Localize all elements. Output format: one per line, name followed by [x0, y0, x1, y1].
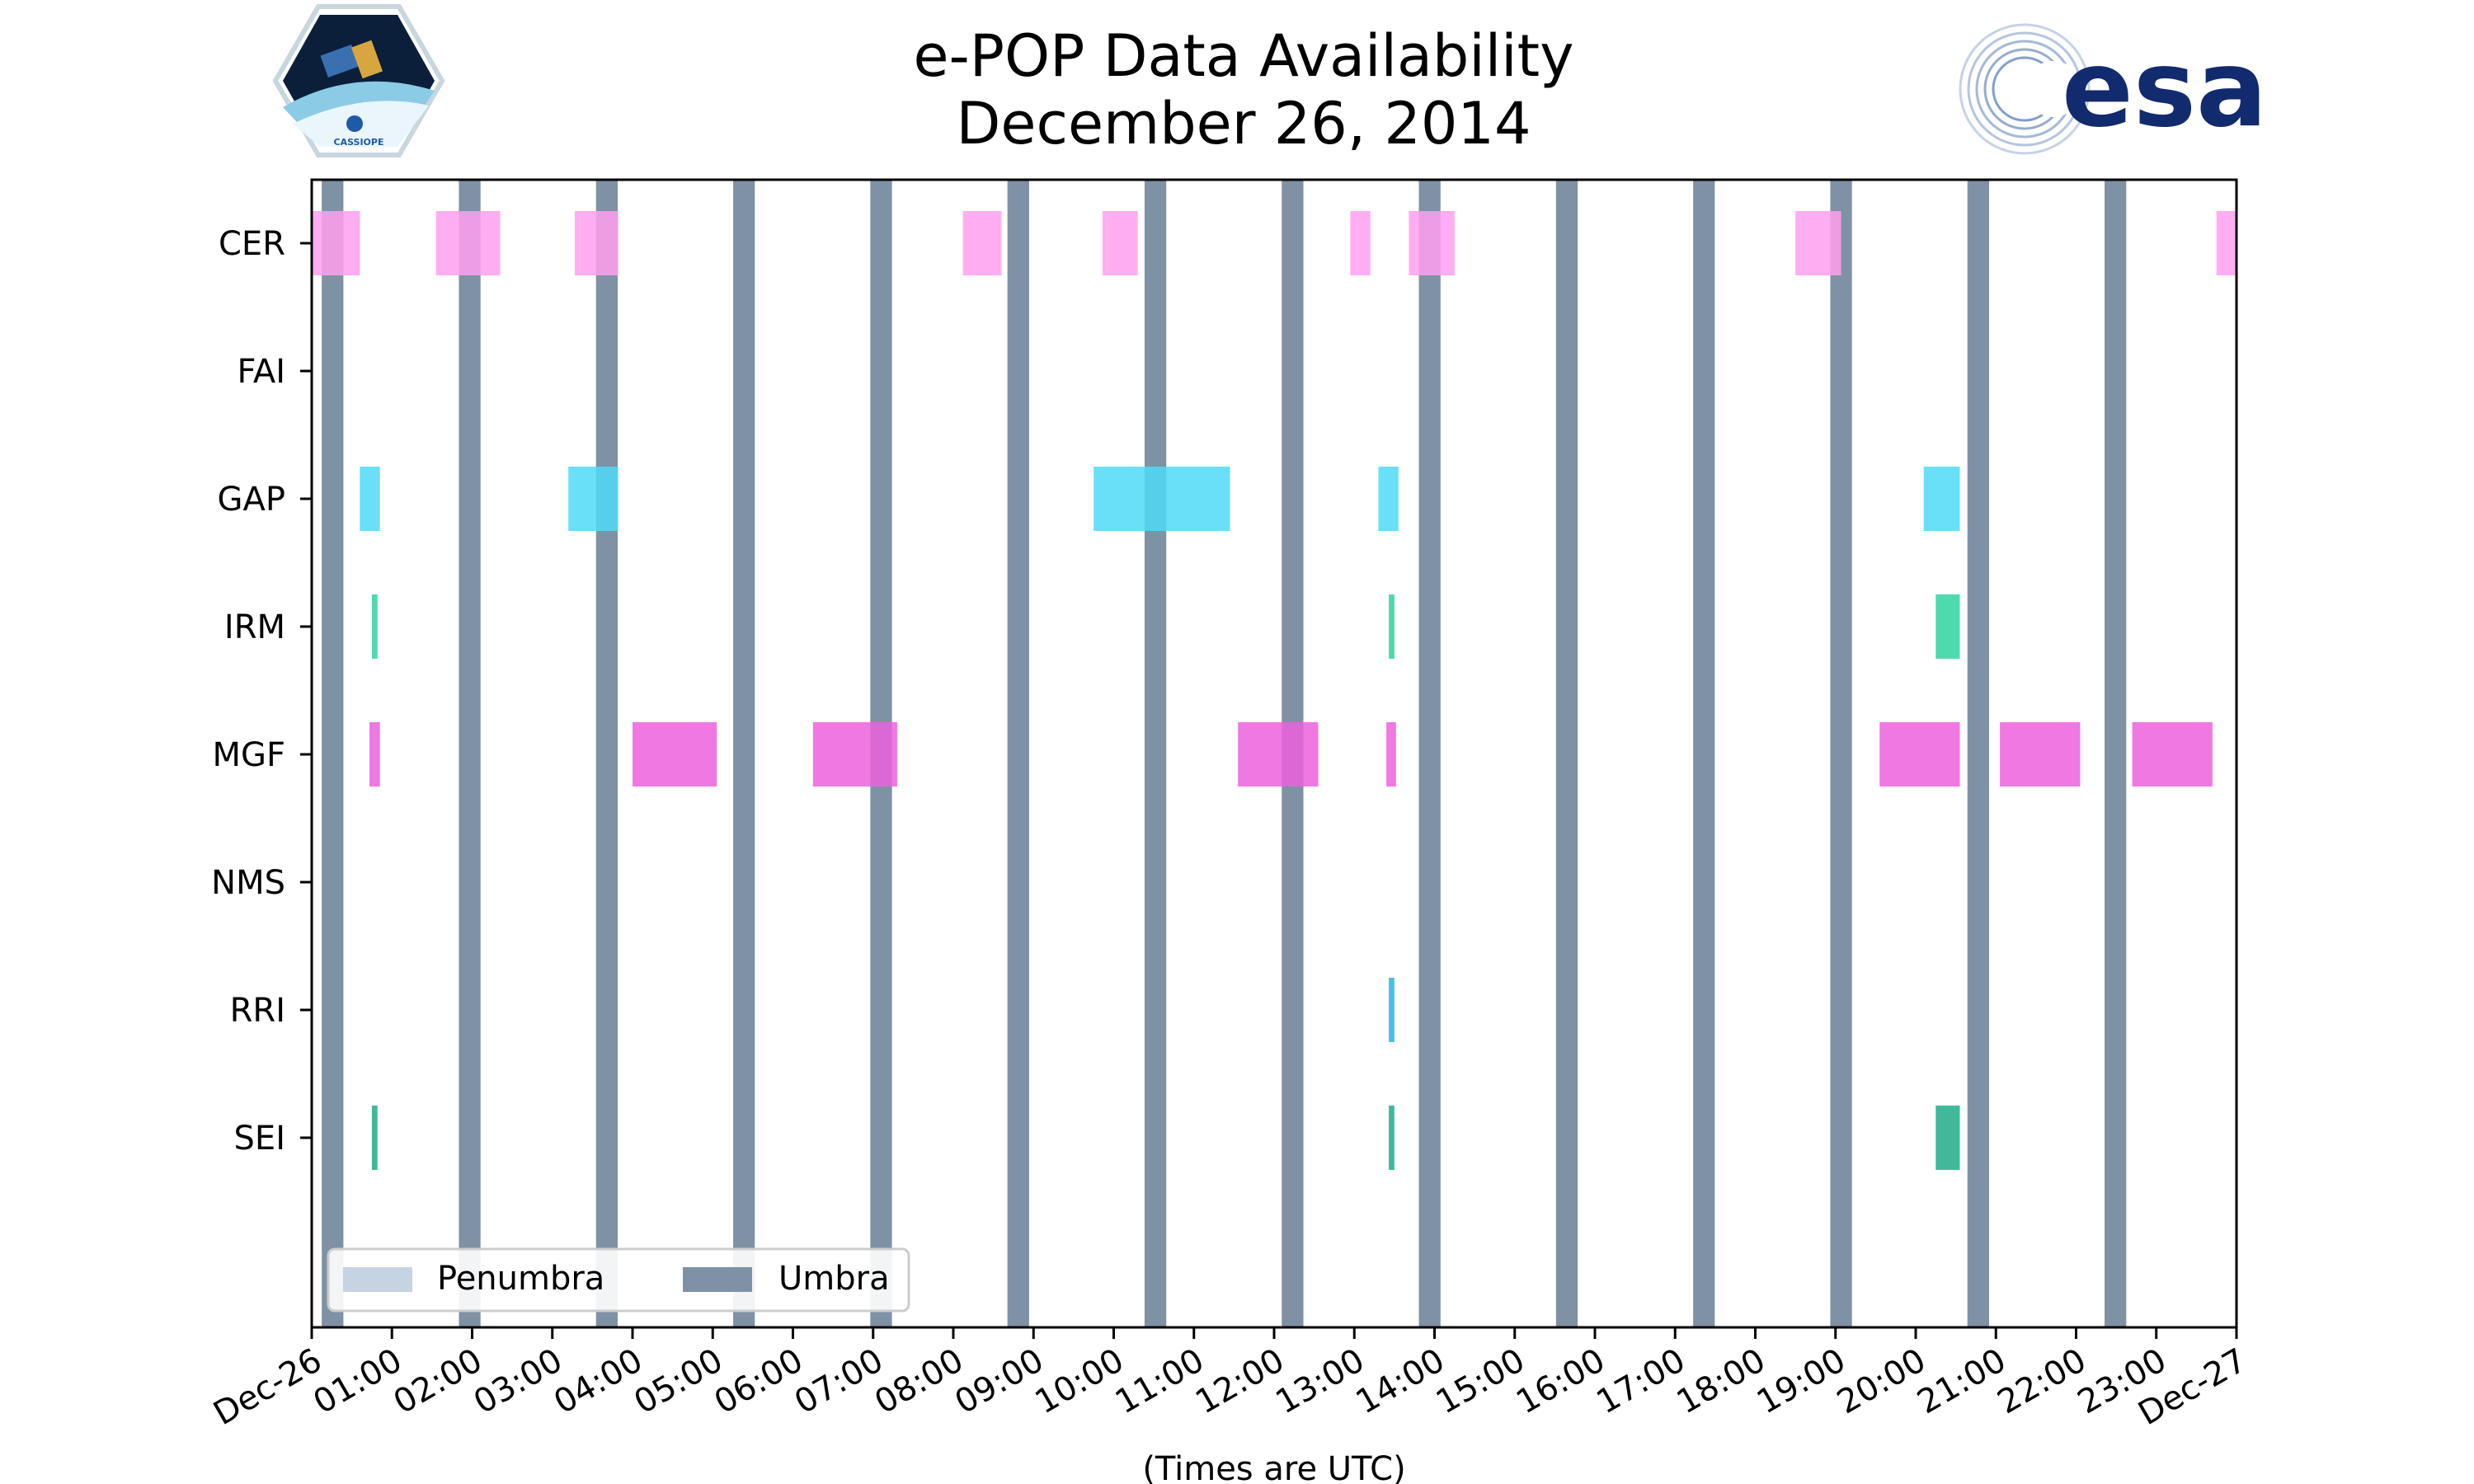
mgf-bar-1 — [369, 722, 380, 787]
x-tick-label-20: 20:00 — [1831, 1341, 1932, 1421]
gap-bar-1 — [360, 467, 380, 531]
umbra-band-9 — [1418, 180, 1441, 1327]
cer-bar-16 — [2216, 211, 2236, 275]
cassiope-logo: CASSIOPE — [272, 4, 445, 157]
x-tick-label-1: 01:00 — [307, 1341, 408, 1421]
x-axis-label: (Times are UTC) — [1142, 1450, 1405, 1484]
mgf-bar-8 — [2132, 722, 2213, 787]
umbra-band-4 — [733, 180, 755, 1327]
chart-title-line1: e-POP Data Availability — [913, 22, 1573, 90]
x-tick-label-18: 18:00 — [1671, 1341, 1772, 1421]
legend-swatch-penumbra — [343, 1267, 412, 1292]
gap-bar-2 — [568, 467, 618, 531]
x-axis: Dec-2601:0002:0003:0004:0005:0006:0007:0… — [207, 1327, 2253, 1433]
y-tick-label-sei: SEI — [234, 1120, 285, 1158]
mgf-bar-2 — [633, 722, 717, 787]
cer-bar-6 — [962, 211, 967, 275]
y-tick-label-irm: IRM — [224, 608, 285, 646]
umbra-band-1 — [322, 180, 344, 1327]
x-tick-label-14: 14:00 — [1350, 1341, 1451, 1421]
umbra-bands — [322, 180, 2127, 1327]
mgf-bar-7 — [2000, 722, 2081, 787]
x-tick-label-21: 21:00 — [1911, 1341, 2012, 1421]
cer-bar-7 — [967, 211, 1002, 275]
cer-bar-3 — [444, 211, 501, 275]
cassiope-logo-text: CASSIOPE — [334, 137, 384, 148]
legend-label-umbra: Umbra — [778, 1260, 890, 1298]
x-tick-label-10: 10:00 — [1029, 1341, 1131, 1421]
umbra-band-7 — [1144, 180, 1167, 1327]
cer-bar-10 — [1350, 211, 1357, 275]
gap-bar-3 — [1094, 467, 1230, 531]
umbra-band-12 — [1830, 180, 1852, 1327]
umbra-band-14 — [2105, 180, 2127, 1327]
y-tick-label-gap: GAP — [218, 481, 285, 519]
y-tick-label-mgf: MGF — [212, 736, 285, 774]
umbra-band-2 — [459, 180, 481, 1327]
x-tick-label-3: 03:00 — [468, 1341, 569, 1421]
x-tick-label-16: 16:00 — [1510, 1341, 1611, 1421]
x-tick-label-19: 19:00 — [1751, 1341, 1852, 1421]
x-tick-label-4: 04:00 — [548, 1341, 649, 1421]
sei-bar-2 — [1389, 1106, 1395, 1170]
cer-bar-5 — [580, 211, 618, 275]
esa-logo: esa — [1959, 23, 2267, 155]
irm-bar-3 — [1935, 594, 1960, 659]
cer-bar-15 — [1800, 211, 1841, 275]
legend-label-penumbra: Penumbra — [437, 1260, 604, 1298]
chart-title-line2: December 26, 2014 — [957, 90, 1531, 157]
x-tick-label-17: 17:00 — [1590, 1341, 1691, 1421]
mgf-bar-6 — [1879, 722, 1960, 787]
irm-bar-2 — [1389, 594, 1395, 659]
umbra-band-6 — [1007, 180, 1029, 1327]
gap-bar-4 — [1378, 467, 1399, 531]
x-tick-label-22: 22:00 — [1992, 1341, 2093, 1421]
cer-bar-12 — [1409, 211, 1418, 275]
mgf-bar-4 — [1238, 722, 1319, 787]
cer-bar-8 — [1102, 211, 1108, 275]
legend: Penumbra Umbra — [327, 1247, 910, 1313]
data-bars — [312, 211, 2236, 1170]
x-tick-label-9: 09:00 — [948, 1341, 1050, 1421]
cer-bar-1 — [312, 211, 360, 275]
mgf-bar-5 — [1386, 722, 1396, 787]
y-axis: CER FAI GAP IRM MGF NMS RRI SEI — [211, 225, 312, 1158]
legend-swatch-umbra — [683, 1267, 752, 1292]
x-tick-label-8: 08:00 — [868, 1341, 970, 1421]
umbra-band-3 — [595, 180, 618, 1327]
x-tick-label-5: 05:00 — [628, 1341, 729, 1421]
y-tick-label-cer: CER — [219, 225, 285, 263]
x-tick-label-7: 07:00 — [788, 1341, 890, 1421]
cer-bar-13 — [1417, 211, 1455, 275]
y-tick-label-nms: NMS — [211, 864, 285, 902]
cer-bar-9 — [1107, 211, 1138, 275]
cer-bar-2 — [435, 211, 445, 275]
umbra-band-10 — [1555, 180, 1578, 1327]
x-tick-label-6: 06:00 — [708, 1341, 810, 1421]
cer-bar-14 — [1795, 211, 1801, 275]
x-tick-label-11: 11:00 — [1109, 1341, 1211, 1421]
y-tick-label-fai: FAI — [238, 353, 286, 391]
umbra-band-13 — [1967, 180, 1989, 1327]
sei-bar-3 — [1935, 1106, 1960, 1170]
rri-bar-1 — [1389, 978, 1395, 1042]
umbra-band-11 — [1693, 180, 1715, 1327]
cer-bar-4 — [574, 211, 581, 275]
irm-bar-1 — [371, 594, 378, 659]
cer-bar-11 — [1357, 211, 1371, 275]
x-tick-label-13: 13:00 — [1269, 1341, 1371, 1421]
legend-frame — [327, 1247, 910, 1313]
mgf-bar-3 — [812, 722, 897, 787]
x-tick-label-12: 12:00 — [1189, 1341, 1291, 1421]
sei-bar-1 — [371, 1106, 378, 1170]
x-tick-label-15: 15:00 — [1430, 1341, 1531, 1421]
y-tick-label-rri: RRI — [230, 992, 285, 1030]
gap-bar-5 — [1923, 467, 1960, 531]
x-tick-label-2: 02:00 — [388, 1341, 489, 1421]
esa-logo-text: esa — [2062, 28, 2267, 151]
